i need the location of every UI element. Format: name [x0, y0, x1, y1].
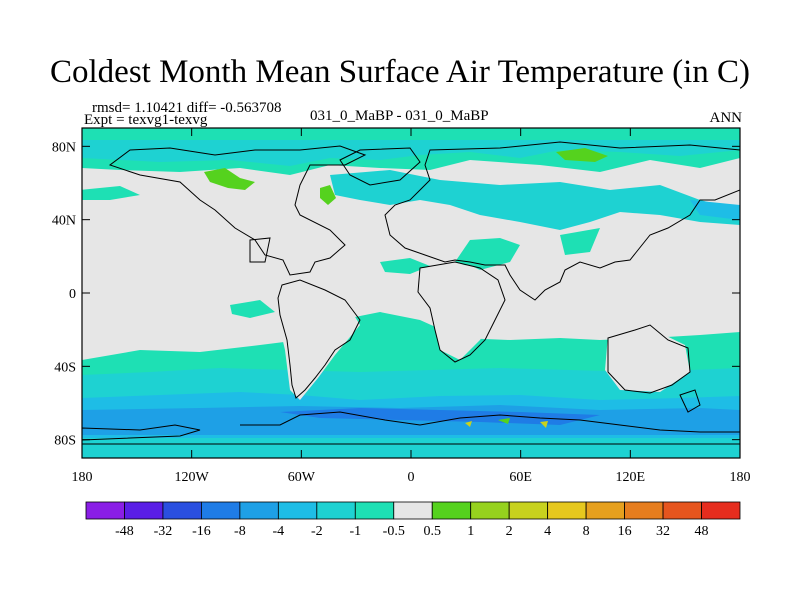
lon-tick-label: 60W — [288, 470, 316, 485]
colorbar-swatch — [508, 501, 549, 520]
lon-tick-label: 120E — [616, 470, 646, 485]
colorbar-swatch — [470, 501, 510, 520]
lat-tick-label: 0 — [69, 287, 76, 302]
colorbar-label: 4 — [544, 524, 551, 539]
colorbar-swatch — [239, 501, 279, 520]
colorbar-swatch — [662, 501, 702, 520]
experiment-label: Expt = texvg1-texvg — [84, 112, 208, 128]
colorbar-swatch — [393, 501, 433, 520]
colorbar-label: -1 — [349, 524, 361, 539]
season-label: ANN — [709, 110, 743, 126]
colorbar-swatch — [585, 501, 625, 520]
colorbar-label: -0.5 — [383, 524, 405, 539]
lat-tick-label: 80S — [54, 434, 76, 449]
colorbar: -48 -32 -16 -8 -4 -2 -1 -0.5 0.5 1 2 4 8 16 32 48 — [85, 501, 741, 539]
colorbar-swatch — [162, 501, 202, 520]
colorbar-label: 8 — [583, 524, 590, 539]
lon-tick-label: 180 — [730, 470, 751, 485]
colorbar-swatch — [124, 501, 164, 520]
colorbar-label: -4 — [273, 524, 285, 539]
colorbar-swatch — [316, 501, 356, 520]
lon-tick-label: 60E — [509, 470, 532, 485]
colorbar-label: 1 — [467, 524, 474, 539]
colorbar-label: -32 — [154, 524, 173, 539]
rmsd-diff-text: rmsd= 1.10421 diff= -0.563708 — [92, 100, 282, 116]
colorbar-swatch — [201, 501, 241, 520]
colorbar-swatch — [624, 501, 664, 520]
lon-tick-label: 180 — [72, 470, 93, 485]
case-label: 031_0_MaBP - 031_0_MaBP — [310, 108, 489, 124]
colorbar-swatch — [85, 501, 125, 520]
temperature-field — [82, 128, 740, 458]
lon-tick-label: 0 — [408, 470, 415, 485]
latitude-axis: 80N 40N 0 40S 80S — [52, 140, 740, 449]
colorbar-label: 48 — [695, 524, 709, 539]
colorbar-swatch — [277, 501, 318, 520]
colorbar-label: -16 — [192, 524, 211, 539]
lat-tick-label: 80N — [52, 140, 76, 155]
plot-title: Coldest Month Mean Surface Air Temperatu… — [50, 54, 750, 90]
colorbar-label: 16 — [618, 524, 632, 539]
colorbar-label: -48 — [115, 524, 134, 539]
colorbar-label: 0.5 — [423, 524, 441, 539]
colorbar-swatch — [431, 501, 472, 520]
colorbar-swatch — [701, 501, 741, 520]
lat-tick-label: 40S — [54, 360, 76, 375]
colorbar-label: -2 — [311, 524, 323, 539]
coastlines — [82, 141, 740, 445]
lat-tick-label: 40N — [52, 214, 76, 229]
colorbar-label: 2 — [506, 524, 513, 539]
colorbar-label: -8 — [234, 524, 246, 539]
lon-tick-label: 120W — [175, 470, 210, 485]
colorbar-label: 32 — [656, 524, 670, 539]
colorbar-swatch — [354, 501, 395, 520]
longitude-axis: 180 120W 60W 0 60E 120E 180 — [72, 128, 751, 485]
colorbar-swatch — [547, 501, 587, 520]
